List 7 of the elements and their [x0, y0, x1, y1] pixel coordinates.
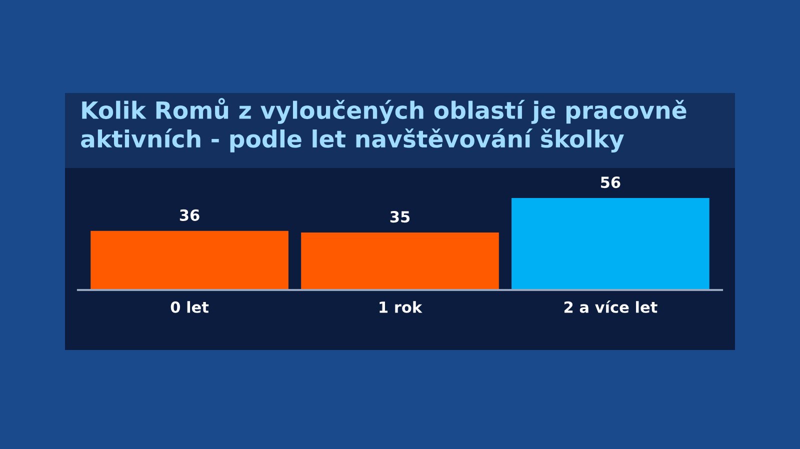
- x-tick-label: 0 let: [170, 301, 209, 313]
- data-label: 35: [390, 211, 410, 223]
- chart-title: Kolik Romů z vyloučených oblastí je pracovně aktivních - podle let navštěvování školky: [81, 98, 686, 153]
- x-tick-label: 2 a více let: [564, 300, 658, 313]
- data-label: 36: [180, 209, 200, 221]
- data-label: 56: [601, 176, 620, 188]
- x-tick-label: 1 rok: [380, 301, 422, 313]
